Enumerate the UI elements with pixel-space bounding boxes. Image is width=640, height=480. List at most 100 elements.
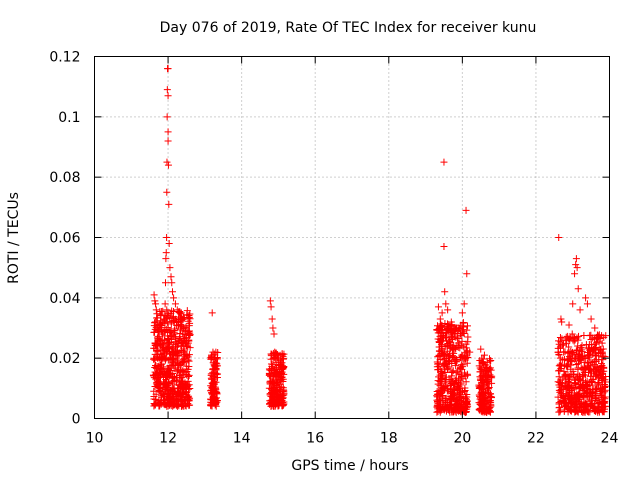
data-point (433, 388, 441, 396)
x-tick-label: 10 (86, 431, 104, 447)
data-point (462, 378, 470, 386)
data-point (590, 386, 598, 394)
data-point (462, 344, 470, 352)
data-point (184, 339, 192, 347)
data-point (453, 378, 461, 386)
data-point (595, 404, 603, 412)
data-point (441, 288, 449, 296)
data-point (179, 384, 187, 392)
data-point (157, 323, 165, 331)
data-point (593, 335, 601, 343)
data-point (576, 394, 584, 402)
data-point (562, 379, 570, 387)
data-point (162, 385, 170, 393)
data-point (185, 313, 193, 321)
data-point (574, 408, 582, 416)
data-point (572, 403, 580, 411)
data-point (267, 303, 275, 311)
data-point (151, 297, 159, 305)
data-point (279, 355, 287, 363)
data-point (454, 387, 462, 395)
data-point (487, 394, 495, 402)
data-point (163, 158, 171, 166)
data-point (165, 345, 173, 353)
data-point (601, 395, 609, 403)
data-point (451, 333, 459, 341)
data-point (451, 379, 459, 387)
data-point (150, 328, 158, 336)
data-point (186, 385, 194, 393)
data-point (487, 366, 495, 374)
data-point (559, 391, 567, 399)
data-point (478, 355, 486, 363)
data-point (167, 320, 175, 328)
data-point (184, 395, 192, 403)
data-point (167, 273, 175, 281)
data-point (442, 300, 450, 308)
data-point (578, 381, 586, 389)
data-point (436, 398, 444, 406)
data-point (448, 389, 456, 397)
data-point (184, 317, 192, 325)
data-point (479, 389, 487, 397)
data-point (567, 381, 575, 389)
data-point (580, 368, 588, 376)
data-point (601, 382, 609, 390)
data-point (478, 376, 486, 384)
data-point (437, 378, 445, 386)
data-point (164, 65, 172, 73)
data-point (580, 387, 588, 395)
data-point (477, 345, 485, 353)
data-point (580, 358, 588, 366)
data-point (569, 400, 577, 408)
data-point (486, 371, 494, 379)
data-point (185, 328, 193, 336)
data-point (434, 303, 442, 311)
data-point (487, 390, 495, 398)
data-point (156, 350, 164, 358)
data-point (274, 354, 282, 362)
data-point (595, 349, 603, 357)
data-point (186, 331, 194, 339)
data-point (268, 391, 276, 399)
data-point (170, 294, 178, 302)
data-point (475, 399, 483, 407)
data-point (168, 378, 176, 386)
data-point (602, 332, 610, 340)
data-point (167, 350, 175, 358)
data-point (438, 326, 446, 334)
data-point (163, 234, 171, 241)
data-point (279, 402, 287, 410)
data-point (207, 353, 215, 361)
data-point (587, 335, 595, 343)
data-point (274, 400, 282, 408)
data-point (452, 401, 460, 409)
data-point (557, 344, 565, 352)
data-point (212, 369, 220, 377)
data-point (173, 306, 181, 314)
data-point (563, 357, 571, 365)
data-point (178, 395, 186, 403)
data-point (567, 334, 575, 342)
data-point (462, 206, 470, 214)
data-point (571, 380, 579, 388)
data-point (444, 326, 452, 334)
data-point (598, 376, 606, 384)
data-point (270, 330, 278, 338)
data-point (598, 370, 606, 378)
data-point (442, 407, 450, 415)
data-point (554, 367, 562, 375)
data-point (557, 398, 565, 406)
data-point (484, 378, 492, 386)
data-point (167, 362, 175, 370)
data-point (154, 354, 162, 362)
data-point (165, 200, 173, 208)
data-point (177, 309, 185, 317)
data-point (589, 391, 597, 399)
data-point (151, 325, 159, 333)
data-point (464, 333, 472, 341)
data-point (596, 346, 604, 354)
data-point (164, 92, 172, 100)
data-point (581, 401, 589, 409)
